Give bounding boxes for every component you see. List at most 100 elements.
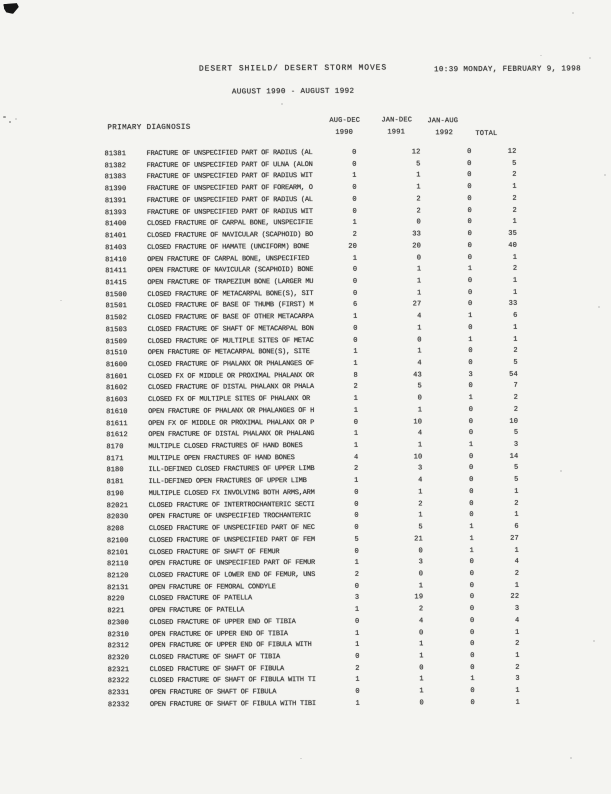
value-1991-cell: 1 — [417, 324, 422, 333]
value-1991-cell: 4 — [417, 312, 422, 321]
diagnosis-text-cell: FRACTURE OF UNSPECIFIED PART OF RADIUS W… — [146, 172, 313, 182]
total-cell: 2 — [512, 171, 517, 180]
value-1991-cell: 1 — [416, 277, 422, 286]
total-cell: 10 — [509, 417, 519, 426]
value-1991-cell: 19 — [414, 593, 424, 602]
value-1992-cell: 0 — [470, 687, 475, 696]
value-1990-cell: 1 — [352, 172, 357, 181]
value-1990-cell: 1 — [354, 558, 360, 567]
diagnosis-text-cell: CLOSED FRACTURE OF MULTIPLE SITES OF MET… — [147, 336, 314, 346]
total-cell: 5 — [514, 475, 519, 484]
diagnosis-text-cell: FRACTURE OF UNSPECIFIED PART OF RADIUS (… — [146, 148, 313, 158]
value-1992-cell: 0 — [468, 417, 474, 426]
scan-speck — [560, 470, 562, 472]
column-header-1990: 1990 — [335, 128, 354, 137]
value-1991-cell: 1 — [418, 581, 424, 590]
value-1992-cell: 0 — [468, 382, 473, 391]
diagnosis-text-cell: CLOSED FRACTURE OF NAVICULAR (SCAPHOID) … — [146, 230, 313, 240]
value-1991-cell: 0 — [418, 570, 424, 579]
value-1991-cell: 0 — [417, 394, 423, 403]
value-1991-cell: 4 — [417, 429, 423, 438]
diagnosis-text-cell: MULTIPLE CLOSED FRACTURES OF HAND BONES — [148, 442, 303, 451]
value-1992-cell: 0 — [467, 159, 472, 168]
diagnosis-code-cell: 81502 — [105, 314, 128, 323]
value-1990-cell: 1 — [352, 218, 357, 228]
total-cell: 6 — [513, 311, 518, 320]
value-1990-cell: 1 — [355, 676, 360, 685]
total-cell: 1 — [513, 323, 518, 332]
value-1992-cell: 1 — [469, 534, 474, 543]
column-header-aug-dec: AUG-DEC — [329, 116, 361, 125]
total-cell: 1 — [514, 487, 519, 496]
value-1990-cell: 1 — [353, 406, 359, 415]
diagnosis-code-cell: 81411 — [105, 267, 127, 276]
diagnosis-code-cell: 82030 — [106, 513, 129, 522]
value-1992-cell: 0 — [468, 429, 474, 438]
value-1990-cell: 0 — [354, 511, 359, 521]
diagnosis-code-cell: 81500 — [105, 290, 127, 299]
diagnosis-text-cell: OPEN FRACTURE OF DISTAL PHALANX OR PHALA… — [148, 430, 315, 440]
diagnosis-text-cell: CLOSED FRACTURE OF SHAFT OF FIBULA WITH … — [149, 676, 316, 686]
scan-speck — [570, 757, 572, 759]
value-1992-cell: 1 — [468, 394, 474, 403]
diagnosis-text-cell: FRACTURE OF UNSPECIFIED PART OF FOREARM,… — [146, 184, 313, 194]
value-1990-cell: 0 — [352, 289, 358, 298]
value-1992-cell: 1 — [468, 312, 473, 321]
diagnosis-code-cell: 8208 — [106, 525, 125, 534]
value-1992-cell: 1 — [468, 440, 474, 450]
value-1992-cell: 0 — [467, 276, 473, 285]
value-1991-cell: 2 — [416, 195, 421, 204]
value-1990-cell: 1 — [352, 254, 358, 263]
value-1991-cell: 0 — [419, 628, 424, 637]
value-1992-cell: 0 — [467, 218, 472, 227]
value-1992-cell: 0 — [467, 194, 472, 203]
value-1990-cell: 5 — [354, 535, 359, 544]
total-cell: 27 — [510, 534, 519, 543]
total-cell: 4 — [514, 616, 520, 625]
value-1991-cell: 0 — [419, 663, 424, 672]
total-cell: 4 — [514, 557, 520, 566]
diagnosis-text-cell: OPEN FRACTURE OF SHAFT OF FIBULA — [149, 688, 277, 698]
value-1990-cell: 0 — [352, 207, 357, 216]
diagnosis-code-cell: 81603 — [105, 396, 128, 405]
value-1992-cell: 0 — [469, 511, 474, 520]
diagnosis-text-cell: CLOSED FX OF MIDDLE OR PROXIMAL PHALANX … — [147, 371, 314, 381]
value-1991-cell: 12 — [411, 148, 421, 157]
diagnosis-code-cell: 82331 — [107, 689, 130, 698]
total-cell: 3 — [514, 604, 520, 613]
value-1990-cell: 0 — [353, 324, 358, 333]
total-cell: 3 — [515, 675, 520, 684]
diagnosis-text-cell: MULTIPLE CLOSED FX INVOLVING BOTH ARMS,A… — [148, 488, 315, 498]
value-1990-cell: 0 — [353, 336, 358, 345]
value-1990-cell: 0 — [352, 277, 358, 286]
diagnosis-text-cell: OPEN FX OF MIDDLE OR PROXIMAL PHALANX OR… — [148, 418, 315, 428]
diagnosis-code-cell: 81390 — [104, 185, 127, 194]
value-1992-cell: 0 — [470, 698, 475, 707]
value-1991-cell: 33 — [412, 230, 422, 239]
diagnosis-code-cell: 8170 — [106, 443, 124, 452]
diagnosis-code-cell: 82321 — [107, 665, 130, 674]
total-cell: 1 — [515, 628, 520, 637]
value-1992-cell: 0 — [469, 558, 475, 567]
scan-speck — [9, 121, 11, 123]
report-title: DESERT SHIELD/ DESERT STORM MOVES — [198, 63, 388, 74]
diagnosis-text-cell: OPEN FRACTURE OF UPPER END OF TIBIA — [149, 629, 288, 639]
total-cell: 2 — [514, 569, 520, 578]
value-1992-cell: 0 — [469, 616, 475, 625]
total-cell: 22 — [510, 593, 520, 602]
value-1992-cell: 1 — [468, 335, 473, 344]
value-1992-cell: 0 — [468, 300, 473, 309]
diagnosis-text-cell: CLOSED FRACTURE OF PHALANX OR PHALANGES … — [147, 359, 314, 369]
value-1991-cell: 0 — [416, 218, 421, 227]
diagnosis-code-cell: 81391 — [104, 196, 127, 206]
diagnosis-text-cell: CLOSED FRACTURE OF SHAFT OF FIBULA — [149, 664, 285, 674]
total-cell: 1 — [514, 546, 519, 555]
diagnosis-code-cell: 81393 — [104, 208, 127, 217]
value-1992-cell: 0 — [469, 593, 475, 602]
total-cell: 1 — [515, 686, 520, 695]
diagnosis-text-cell: OPEN FRACTURE OF SHAFT OF FIBULA WITH TI… — [149, 699, 316, 709]
value-1991-cell: 5 — [418, 523, 423, 532]
value-1992-cell: 1 — [470, 675, 475, 684]
value-1992-cell: 0 — [470, 651, 475, 660]
